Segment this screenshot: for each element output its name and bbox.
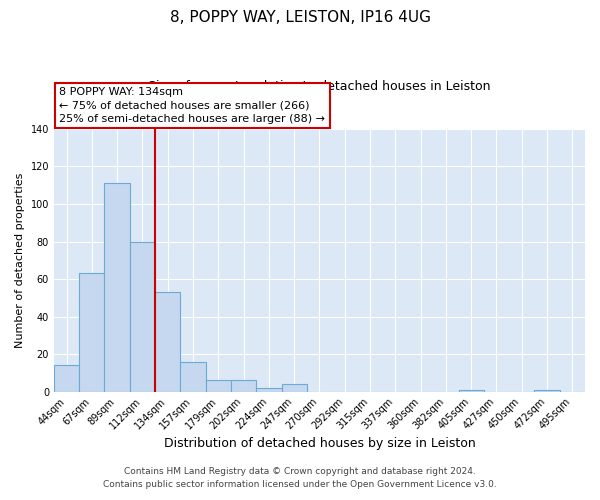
X-axis label: Distribution of detached houses by size in Leiston: Distribution of detached houses by size … [164, 437, 475, 450]
Bar [104, 184, 130, 392]
Bar [458, 390, 484, 392]
Bar [155, 292, 181, 392]
Bar [206, 380, 231, 392]
Bar [181, 362, 206, 392]
Bar [281, 384, 307, 392]
Bar [256, 388, 281, 392]
Bar [231, 380, 256, 392]
Y-axis label: Number of detached properties: Number of detached properties [15, 172, 25, 348]
Bar [79, 274, 104, 392]
Text: 8 POPPY WAY: 134sqm
← 75% of detached houses are smaller (266)
25% of semi-detac: 8 POPPY WAY: 134sqm ← 75% of detached ho… [59, 87, 325, 124]
Title: Size of property relative to detached houses in Leiston: Size of property relative to detached ho… [148, 80, 491, 93]
Bar [130, 242, 155, 392]
Bar [535, 390, 560, 392]
Text: Contains HM Land Registry data © Crown copyright and database right 2024.
Contai: Contains HM Land Registry data © Crown c… [103, 468, 497, 489]
Bar [54, 366, 79, 392]
Text: 8, POPPY WAY, LEISTON, IP16 4UG: 8, POPPY WAY, LEISTON, IP16 4UG [170, 10, 431, 25]
